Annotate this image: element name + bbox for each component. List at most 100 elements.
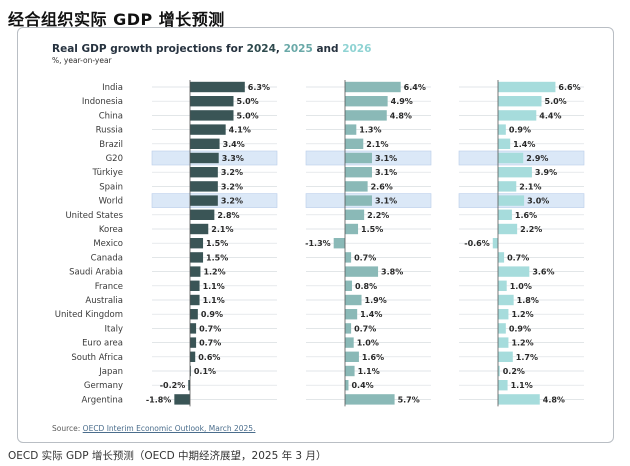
bar-2026-g20 <box>498 152 524 164</box>
value-label-2026-mexico: -0.6% <box>464 239 490 248</box>
category-label-united-kingdom: United Kingdom <box>55 310 123 320</box>
value-label-2025-mexico: -1.3% <box>305 239 331 248</box>
category-label-world: World <box>99 197 123 207</box>
bar-2025-france <box>345 280 352 291</box>
value-label-2025-t-rkiye: 3.1% <box>375 168 397 177</box>
chart-title: Real GDP growth projections for 2024, 20… <box>52 43 371 55</box>
value-label-2024-indonesia: 5.0% <box>237 97 259 106</box>
category-label-australia: Australia <box>85 296 123 306</box>
bar-2026-china <box>498 110 537 121</box>
value-label-2026-brazil: 1.4% <box>513 140 535 149</box>
value-label-2025-china: 4.8% <box>390 111 412 120</box>
value-label-2025-germany: 0.4% <box>351 381 373 390</box>
value-label-2026-france: 1.0% <box>510 282 532 291</box>
value-label-2026-japan: 0.2% <box>503 367 525 376</box>
bar-2026-korea <box>498 223 518 235</box>
bar-2025-china <box>345 110 387 121</box>
bar-2024-italy <box>190 323 197 334</box>
source-link[interactable]: OECD Interim Economic Outlook, March 202… <box>82 424 256 433</box>
chart-title-year-2024: 2024 <box>246 43 276 55</box>
value-label-2024-germany: -0.2% <box>160 381 186 390</box>
category-label-euro-area: Euro area <box>82 339 123 349</box>
bar-2026-russia <box>498 124 506 135</box>
bar-2025-t-rkiye <box>345 167 372 178</box>
bar-2024-spain <box>190 181 218 192</box>
value-label-2024-italy: 0.7% <box>199 324 221 333</box>
value-label-2025-argentina: 5.7% <box>398 395 420 404</box>
value-label-2024-brazil: 3.4% <box>223 140 245 149</box>
category-label-japan: Japan <box>98 367 123 377</box>
bar-2024-australia <box>190 294 200 306</box>
value-label-2024-mexico: 1.5% <box>206 239 228 248</box>
value-label-2024-g20: 3.3% <box>222 154 244 163</box>
value-label-2026-g20: 2.9% <box>526 154 548 163</box>
value-label-2025-korea: 1.5% <box>361 225 383 234</box>
bar-2026-world <box>498 195 525 206</box>
value-label-2024-australia: 1.1% <box>203 296 225 305</box>
value-label-2026-world: 3.0% <box>527 197 549 206</box>
value-label-2026-spain: 2.1% <box>519 182 541 191</box>
category-label-saudi-arabia: Saudi Arabia <box>69 268 123 278</box>
bar-2025-world <box>345 195 372 206</box>
value-label-2026-t-rkiye: 3.9% <box>535 168 557 177</box>
bar-2024-argentina <box>174 394 190 405</box>
value-label-2024-china: 5.0% <box>237 111 259 120</box>
value-label-2025-g20: 3.1% <box>375 154 397 163</box>
category-label-united-states: United States <box>65 211 123 221</box>
value-label-2025-euro-area: 1.0% <box>357 339 379 348</box>
bar-2026-united-states <box>498 209 512 220</box>
bar-2026-australia <box>498 294 514 306</box>
bar-2026-france <box>498 280 507 291</box>
category-label-indonesia: Indonesia <box>82 97 123 107</box>
chart-title-year-2026: 2026 <box>342 43 372 55</box>
value-label-2024-japan: 0.1% <box>194 367 216 376</box>
bar-2026-japan <box>498 365 500 377</box>
bar-2025-japan <box>345 365 355 377</box>
value-label-2026-saudi-arabia: 3.6% <box>532 268 554 277</box>
bar-2024-indonesia <box>190 96 234 107</box>
chart-source: Source: OECD Interim Economic Outlook, M… <box>52 424 255 433</box>
bar-2026-canada <box>498 252 505 263</box>
bar-2024-japan <box>190 365 191 377</box>
bar-2024-canada <box>190 252 204 263</box>
value-label-2024-argentina: -1.8% <box>146 395 172 404</box>
bar-2024-euro-area <box>190 337 197 348</box>
category-label-canada: Canada <box>91 253 123 263</box>
value-label-2025-brazil: 2.1% <box>366 140 388 149</box>
value-label-2025-japan: 1.1% <box>358 367 380 376</box>
bar-2025-g20 <box>345 152 372 164</box>
category-label-argentina: Argentina <box>82 395 123 405</box>
bar-2026-spain <box>498 181 517 192</box>
category-label-china: China <box>99 111 123 121</box>
bar-2025-mexico <box>333 238 345 249</box>
value-label-2024-united-states: 2.8% <box>217 211 239 220</box>
value-label-2024-t-rkiye: 3.2% <box>221 168 243 177</box>
bar-2024-g20 <box>190 152 219 164</box>
bar-2025-australia <box>345 294 362 306</box>
bar-2024-t-rkiye <box>190 167 218 178</box>
category-label-germany: Germany <box>84 381 123 391</box>
bar-2025-korea <box>345 223 359 235</box>
bar-2026-argentina <box>498 394 540 405</box>
value-label-2024-world: 3.2% <box>221 197 243 206</box>
bar-2024-world <box>190 195 218 206</box>
category-label-italy: Italy <box>105 324 123 334</box>
value-label-2024-south-africa: 0.6% <box>198 353 220 362</box>
bar-2024-france <box>190 280 200 291</box>
bar-2024-united-states <box>190 209 215 220</box>
figure-caption: OECD 实际 GDP 增长预测（OECD 中期经济展望，2025 年 3 月） <box>8 450 327 462</box>
value-label-2025-india: 6.4% <box>404 83 426 92</box>
chart-title-sep-1: , <box>275 43 284 55</box>
value-label-2024-united-kingdom: 0.9% <box>201 310 223 319</box>
value-label-2024-india: 6.3% <box>248 83 270 92</box>
page-headline: 经合组织实际 GDP 增长预测 <box>8 10 225 29</box>
value-label-2025-italy: 0.7% <box>354 324 376 333</box>
bar-2025-india <box>345 81 401 93</box>
bar-2024-saudi-arabia <box>190 266 201 277</box>
value-label-2026-euro-area: 1.2% <box>511 339 533 348</box>
bar-2026-india <box>498 81 556 93</box>
value-label-2025-spain: 2.6% <box>371 182 393 191</box>
value-label-2026-germany: 1.1% <box>511 381 533 390</box>
bar-2025-saudi-arabia <box>345 266 379 277</box>
